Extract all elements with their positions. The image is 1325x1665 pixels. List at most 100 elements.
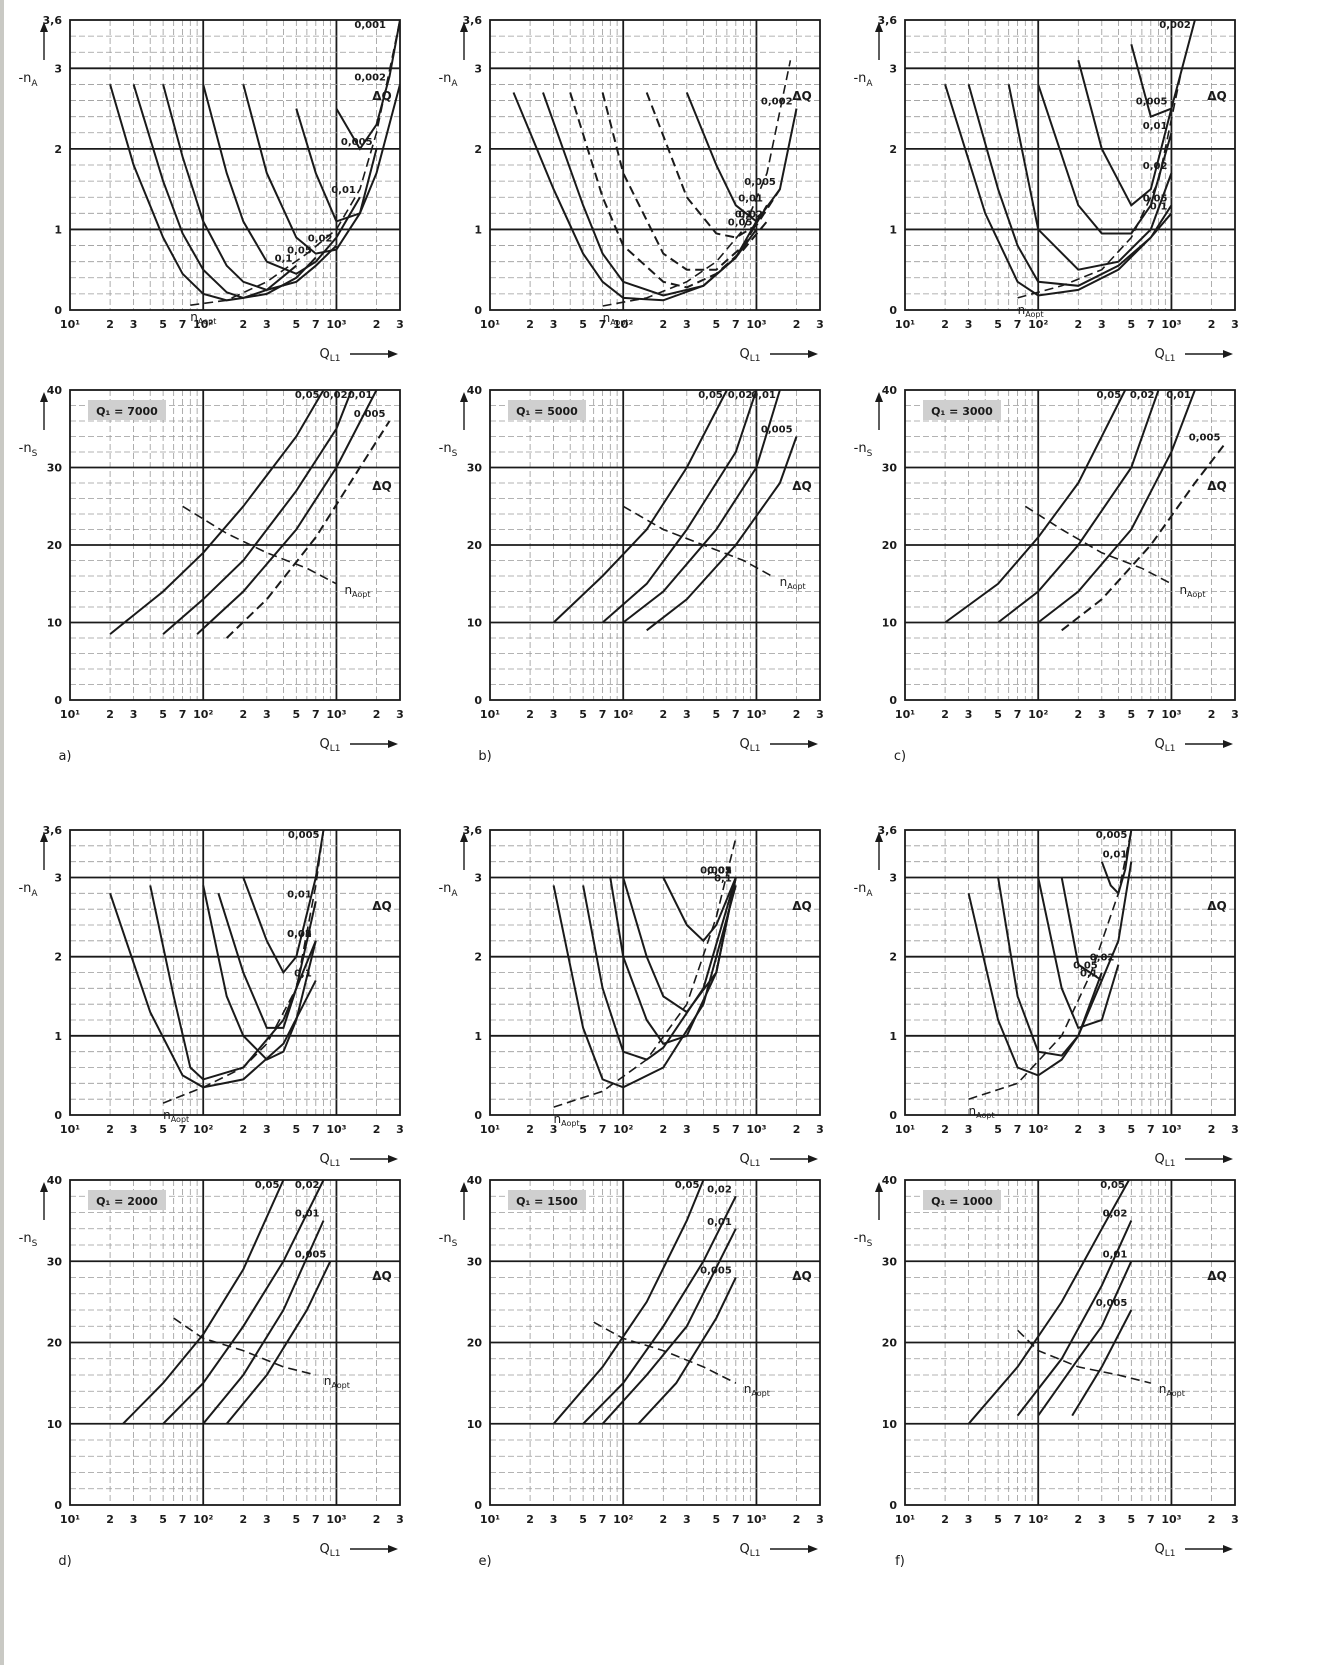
delta-q-label: ΔQ [372,89,392,103]
series-line-n-Aopt [602,60,792,307]
y-axis-label-ns: -nS [439,441,458,459]
series-label-0-02: 0,02 [728,390,753,401]
x-axis-label-sub: L1 [330,1159,341,1169]
y-tick-label: 0 [474,694,482,707]
x-tick-label: 3 [965,1123,973,1136]
y-tick-label: 0 [889,1499,897,1512]
x-tick-label: 5 [579,1513,587,1526]
series-label-0-01: 0,01 [331,185,356,196]
series-line-0-005 [662,877,737,943]
y-tick-label: 10 [882,1418,898,1431]
n-aopt-sub: Aopt [352,590,370,599]
y-tick-label: 20 [882,1337,898,1350]
y-tick-label: 3 [889,872,897,885]
x-tick-label: 3 [1098,1513,1106,1526]
series-label-0-02: 0,02 [1090,953,1115,964]
x-axis-label-sub: L1 [330,744,341,754]
x-tick-label: 5 [1128,708,1136,721]
plot-frame [489,389,821,701]
y-axis-label-sub: S [867,1239,873,1249]
y-tick-label: 20 [467,1337,483,1350]
delta-q-label: ΔQ [792,1269,812,1283]
series-line-0-02 [997,390,1160,624]
y-axis-arrowhead [460,392,468,402]
x-tick-label: 2 [941,1513,949,1526]
x-axis-label-q: QL1 [1155,1542,1176,1559]
series-label-0-02: 0,02 [308,234,333,245]
x-axis-label-sub: L1 [1165,1159,1176,1169]
plot-frame [489,1179,821,1506]
series-label-0-1: 0,1 [1080,968,1098,979]
series-label-0-005: 0,005 [354,409,386,420]
y-tick-label: 3 [54,62,62,75]
series-label-0-005: 0,005 [295,1249,327,1260]
x-tick-label: 2 [106,318,114,331]
x-axis-label-q: QL1 [740,347,761,364]
x-axis-label-q: QL1 [320,737,341,754]
y-tick-label: 0 [889,694,897,707]
y-axis-label-na: -nA [853,881,873,899]
x-tick-label: 10² [193,318,213,331]
series-label-0-01: 0,01 [295,1209,320,1220]
series-line-0-1 [109,892,317,1089]
y-axis-arrowhead [460,22,468,32]
x-tick-label: 10² [1028,1513,1048,1526]
series-line-n-Aopt [190,20,400,306]
x-tick-label: 7 [179,1123,187,1136]
x-axis-arrowhead [808,740,818,748]
series-label-0-05: 0,05 [675,1180,700,1191]
n-aopt-sub: Aopt [610,318,628,327]
x-axis-arrowhead [1223,1545,1233,1553]
y-tick-label: 2 [54,143,62,156]
q-box-label: Q₁ = 2000 [96,1195,158,1208]
series-line-0-05 [149,885,317,1081]
y-axis-label-sub: A [451,79,458,89]
y-axis-arrowhead [460,1182,468,1192]
y-tick-label: 0 [474,1109,482,1122]
series-label-0-05: 0,05 [1143,193,1168,204]
x-tick-label: 2 [793,708,801,721]
q-box-bg [88,400,166,420]
x-tick-label: 10² [193,708,213,721]
series-label-0-005: 0,005 [288,830,320,841]
x-tick-label: 3 [1098,318,1106,331]
x-tick-label: 7 [599,1123,607,1136]
sheet-edge [0,0,4,1665]
q-box-bg [508,400,586,420]
series-label-0-02: 0,02 [1143,161,1168,172]
delta-q-label: ΔQ [372,479,392,493]
series-label-0-1: 0,1 [714,873,732,884]
delta-q-label: ΔQ [1207,89,1227,103]
n-aopt-label: nAopt [780,575,806,591]
y-tick-label: 3,6 [878,824,898,837]
series-line-0-02 [1037,877,1120,1030]
x-tick-label: 10¹ [480,708,500,721]
x-axis-label-sub: L1 [750,354,761,364]
x-axis-arrowhead [1223,350,1233,358]
y-tick-label: 40 [467,1174,483,1187]
x-tick-label: 10³ [326,1513,346,1526]
series-line-0-02 [609,877,737,1045]
series-label-0-005: 0,005 [1136,97,1168,108]
y-axis-label-na: -nA [18,71,38,89]
series-line-0-02 [202,885,317,1061]
series-label-0-02: 0,02 [287,929,312,940]
y-tick-label: 1 [54,1030,62,1043]
x-tick-label: 7 [1014,1123,1022,1136]
x-tick-label: 10¹ [895,1513,915,1526]
x-tick-label: 5 [1128,1123,1136,1136]
n-aopt-sub: Aopt [751,1389,769,1398]
x-tick-label: 3 [683,1123,691,1136]
x-tick-label: 3 [550,708,558,721]
series-line-n-Aopt [593,1321,737,1384]
series-line-0-01 [202,1220,325,1425]
x-tick-label: 10¹ [60,318,80,331]
y-tick-label: 0 [54,304,62,317]
x-tick-label: 10¹ [480,1513,500,1526]
series-label-0-01: 0,01 [287,889,312,900]
series-line-n-Aopt [1017,68,1183,299]
y-tick-label: 3,6 [463,14,483,27]
